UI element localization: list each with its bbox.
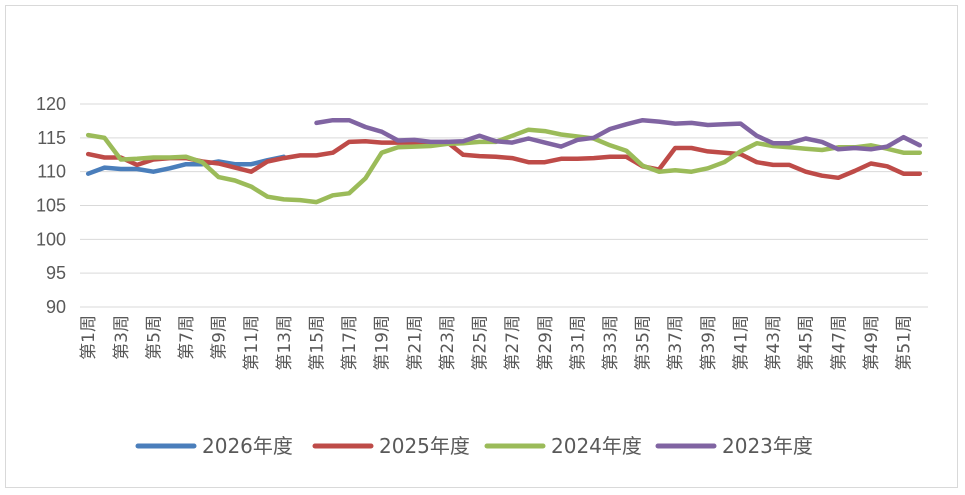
x-tick-label: 第7周 bbox=[177, 315, 197, 360]
x-tick-label: 第29周 bbox=[536, 315, 556, 371]
x-tick-label: 第3周 bbox=[112, 315, 132, 360]
legend-label-1: 2025年度 bbox=[379, 434, 470, 458]
x-tick-label: 第47周 bbox=[829, 315, 849, 371]
x-tick-label: 第17周 bbox=[340, 315, 360, 371]
legend-label-3: 2023年度 bbox=[722, 434, 813, 458]
x-tick-label: 第15周 bbox=[307, 315, 327, 371]
x-tick-label: 第19周 bbox=[373, 315, 393, 371]
legend-label-0: 2026年度 bbox=[202, 434, 293, 458]
x-tick-label: 第51周 bbox=[895, 315, 915, 371]
legend-label-2: 2024年度 bbox=[551, 434, 642, 458]
y-tick-label-115: 115 bbox=[37, 128, 66, 148]
x-tick-label: 第37周 bbox=[666, 315, 686, 371]
x-tick-label: 第43周 bbox=[764, 315, 784, 371]
x-tick-label: 第13周 bbox=[275, 315, 295, 371]
y-tick-label-90: 90 bbox=[46, 297, 66, 317]
x-tick-label: 第33周 bbox=[601, 315, 621, 371]
y-tick-label-110: 110 bbox=[37, 162, 66, 182]
series-line-3 bbox=[314, 117, 923, 152]
y-tick-label-95: 95 bbox=[46, 263, 66, 283]
gridlines bbox=[80, 103, 928, 308]
x-tick-label: 第35周 bbox=[634, 315, 654, 371]
series-line-1 bbox=[85, 138, 923, 181]
y-axis-tick-labels: 90 95 100 105 110 115 120 bbox=[36, 94, 66, 317]
x-tick-label: 第25周 bbox=[471, 315, 491, 371]
x-axis-tick-labels: 第1周 第3周 第5周 第7周 第9周 第11周 第13周 第15周 第17周 第19周 第21周第… bbox=[79, 315, 914, 371]
x-tick-label: 第39周 bbox=[699, 315, 719, 371]
legend: 2026年度 2025年度 2024年度 2023年度 bbox=[135, 434, 813, 458]
x-tick-label: 第41周 bbox=[731, 315, 751, 371]
x-tick-label: 第27周 bbox=[503, 315, 523, 371]
y-tick-label-100: 100 bbox=[36, 229, 66, 249]
x-tick-label: 第11周 bbox=[242, 315, 262, 371]
x-tick-label: 第23周 bbox=[438, 315, 458, 371]
series-line-2 bbox=[85, 127, 923, 205]
x-tick-label: 第49周 bbox=[862, 315, 882, 371]
x-tick-label: 第45周 bbox=[797, 315, 817, 371]
y-tick-label-105: 105 bbox=[36, 196, 66, 216]
x-tick-label: 第1周 bbox=[79, 315, 99, 360]
series-line-0 bbox=[85, 154, 287, 176]
chart-frame bbox=[5, 5, 958, 488]
series-lines bbox=[85, 117, 923, 205]
y-tick-label-120: 120 bbox=[36, 94, 66, 114]
x-tick-label: 第9周 bbox=[210, 315, 230, 360]
x-tick-label: 第21周 bbox=[405, 315, 425, 371]
x-tick-label: 第31周 bbox=[568, 315, 588, 371]
x-tick-label: 第5周 bbox=[144, 315, 164, 360]
